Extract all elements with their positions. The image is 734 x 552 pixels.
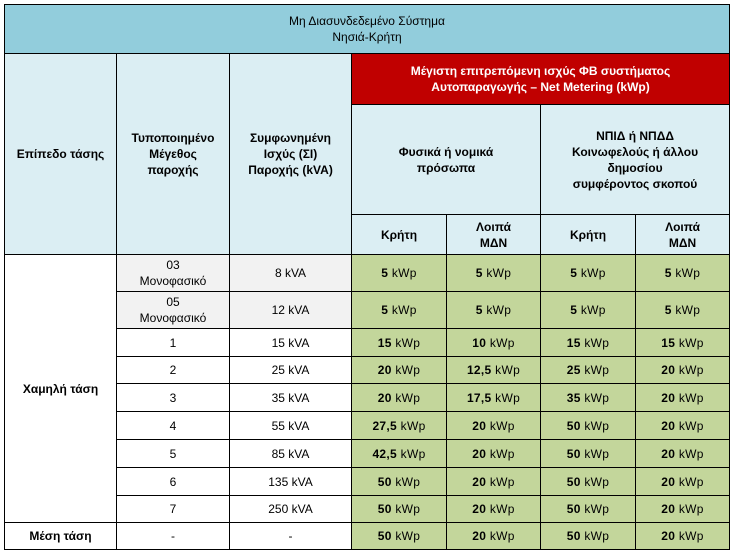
value-cell: 50 kWp bbox=[540, 495, 636, 523]
value-cell: 20 kWp bbox=[634, 439, 731, 468]
value-cell: 20 kWp bbox=[634, 383, 731, 412]
header-group-public-benefit: ΝΠΙΔ ή ΝΠΔΔ Κοινωφελούς ή άλλου δημοσίου συ… bbox=[539, 104, 731, 215]
value-cell: 50 kWp bbox=[540, 411, 636, 440]
header-other-b: Λοιπά ΜΔΝ bbox=[634, 214, 731, 255]
kva-cell: 8 kVA bbox=[229, 254, 352, 292]
kva-cell: 250 kVA bbox=[229, 495, 352, 523]
kva-cell: 135 kVA bbox=[229, 467, 352, 496]
value-cell: 20 kWp bbox=[446, 495, 541, 523]
value-cell: 5 kWp bbox=[351, 291, 447, 329]
net-metering-table: Μη Διασυνδεδεμένο Σύστημα Νησιά-Κρήτη Επ… bbox=[3, 4, 731, 550]
value-cell: 5 kWp bbox=[446, 291, 541, 329]
size-cell: - bbox=[116, 522, 230, 550]
value-cell: 5 kWp bbox=[446, 254, 541, 292]
header-agreed-power: Συμφωνημένη Ισχύς (ΣΙ) Παροχής (kVA) bbox=[229, 53, 352, 255]
size-cell: 3 bbox=[116, 383, 230, 412]
header-max-power: Μέγιστη επιτρεπόμενη ισχύς ΦΒ συστήματος… bbox=[350, 53, 731, 105]
size-cell: 6 bbox=[116, 467, 230, 496]
table-row: 1 15 kVA 15 kWp 10 kWp 15 kWp 15 kWp bbox=[5, 328, 731, 357]
table-row: 6 135 kVA 50 kWp 20 kWp 50 kWp 20 kWp bbox=[5, 467, 731, 496]
value-cell: 50 kWp bbox=[540, 439, 636, 468]
table-row: 5 85 kVA 42,5 kWp 20 kWp 50 kWp 20 kWp bbox=[5, 439, 731, 468]
value-cell: 27,5 kWp bbox=[351, 411, 447, 440]
title-line-2: Νησιά-Κρήτη bbox=[332, 30, 402, 44]
kva-cell: - bbox=[229, 522, 352, 550]
size-cell: 1 bbox=[116, 328, 230, 357]
value-cell: 20 kWp bbox=[634, 411, 731, 440]
size-cell: 2 bbox=[116, 356, 230, 384]
title-line-1: Μη Διασυνδεδεμένο Σύστημα bbox=[289, 14, 445, 28]
value-cell: 35 kWp bbox=[540, 383, 636, 412]
value-cell: 17,5 kWp bbox=[446, 383, 541, 412]
value-cell: 20 kWp bbox=[351, 356, 447, 384]
value-cell: 15 kWp bbox=[634, 328, 731, 357]
header-voltage-level: Επίπεδο τάσης bbox=[4, 53, 117, 255]
table-row: 05 Μονοφασικό 12 kVA 5 kWp 5 kWp 5 kWp 5 … bbox=[5, 291, 731, 329]
value-cell: 5 kWp bbox=[540, 291, 636, 329]
size-cell: 4 bbox=[116, 411, 230, 440]
value-cell: 20 kWp bbox=[446, 467, 541, 496]
value-cell: 20 kWp bbox=[634, 356, 731, 384]
value-cell: 5 kWp bbox=[540, 254, 636, 292]
kva-cell: 25 kVA bbox=[229, 356, 352, 384]
value-cell: 20 kWp bbox=[351, 383, 447, 412]
kva-cell: 85 kVA bbox=[229, 439, 352, 468]
value-cell: 20 kWp bbox=[634, 495, 731, 523]
value-cell: 50 kWp bbox=[351, 495, 447, 523]
table-row: Μέση τάση - - 50 kWp 20 kWp 50 kWp 20 kW… bbox=[4, 522, 731, 550]
kva-cell: 15 kVA bbox=[229, 328, 352, 357]
kva-cell: 12 kVA bbox=[229, 291, 352, 329]
kva-cell: 55 kVA bbox=[229, 411, 352, 440]
size-cell: 05 Μονοφασικό bbox=[116, 291, 230, 329]
table-row: Χαμηλή τάση 03 Μονοφασικό 8 kVA 5 kWp 5 k… bbox=[4, 254, 731, 523]
value-cell: 20 kWp bbox=[446, 522, 541, 550]
header-crete-b: Κρήτη bbox=[540, 214, 636, 255]
value-cell: 15 kWp bbox=[351, 328, 447, 357]
value-cell: 50 kWp bbox=[540, 467, 636, 496]
size-cell: 5 bbox=[116, 439, 230, 468]
level-low-voltage: Χαμηλή τάση bbox=[4, 254, 117, 523]
value-cell: 5 kWp bbox=[634, 291, 731, 329]
table-row: 4 55 kVA 27,5 kWp 20 kWp 50 kWp 20 kWp bbox=[5, 411, 731, 440]
value-cell: 42,5 kWp bbox=[351, 439, 447, 468]
header-crete-a: Κρήτη bbox=[351, 214, 447, 255]
value-cell: 50 kWp bbox=[351, 467, 447, 496]
table-row: 3 35 kVA 20 kWp 17,5 kWp 35 kWp 20 kWp bbox=[5, 383, 731, 412]
value-cell: 12,5 kWp bbox=[446, 356, 541, 384]
value-cell: 20 kWp bbox=[634, 522, 731, 550]
value-cell: 20 kWp bbox=[634, 467, 731, 496]
header-standard-size: Τυποποιημένο Μέγεθος παροχής bbox=[116, 53, 230, 255]
kva-cell: 35 kVA bbox=[229, 383, 352, 412]
size-cell: 7 bbox=[116, 495, 230, 523]
header-group-natural-legal: Φυσικά ή νομικά πρόσωπα bbox=[351, 104, 541, 215]
size-cell: 03 Μονοφασικό bbox=[116, 254, 230, 292]
header-other-a: Λοιπά ΜΔΝ bbox=[446, 214, 541, 255]
value-cell: 5 kWp bbox=[351, 254, 447, 292]
value-cell: 10 kWp bbox=[446, 328, 541, 357]
value-cell: 20 kWp bbox=[446, 439, 541, 468]
table-row: 2 25 kVA 20 kWp 12,5 kWp 25 kWp 20 kWp bbox=[5, 356, 731, 384]
value-cell: 5 kWp bbox=[634, 254, 731, 292]
table-title: Μη Διασυνδεδεμένο Σύστημα Νησιά-Κρήτη bbox=[3, 4, 731, 54]
value-cell: 50 kWp bbox=[351, 522, 447, 550]
level-medium-voltage: Μέση τάση bbox=[4, 522, 117, 550]
value-cell: 20 kWp bbox=[446, 411, 541, 440]
value-cell: 15 kWp bbox=[540, 328, 636, 357]
value-cell: 25 kWp bbox=[540, 356, 636, 384]
value-cell: 50 kWp bbox=[540, 522, 636, 550]
